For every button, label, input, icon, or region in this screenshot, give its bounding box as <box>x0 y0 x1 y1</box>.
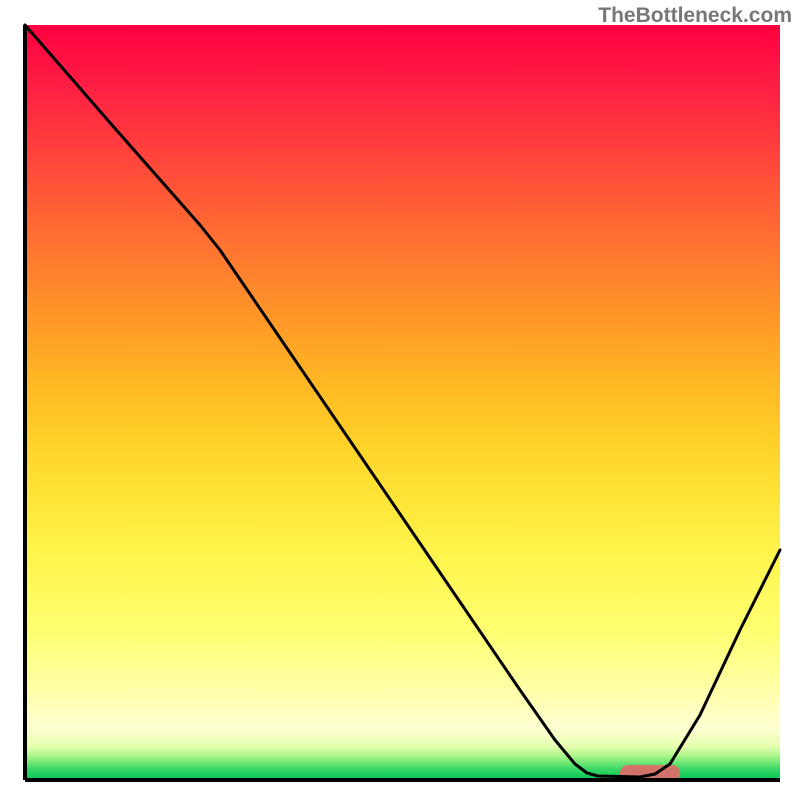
chart-stage: TheBottleneck.com <box>0 0 800 800</box>
bottleneck-chart-svg <box>0 0 800 800</box>
gradient-plot-background <box>25 25 780 780</box>
watermark-text: TheBottleneck.com <box>598 4 792 28</box>
